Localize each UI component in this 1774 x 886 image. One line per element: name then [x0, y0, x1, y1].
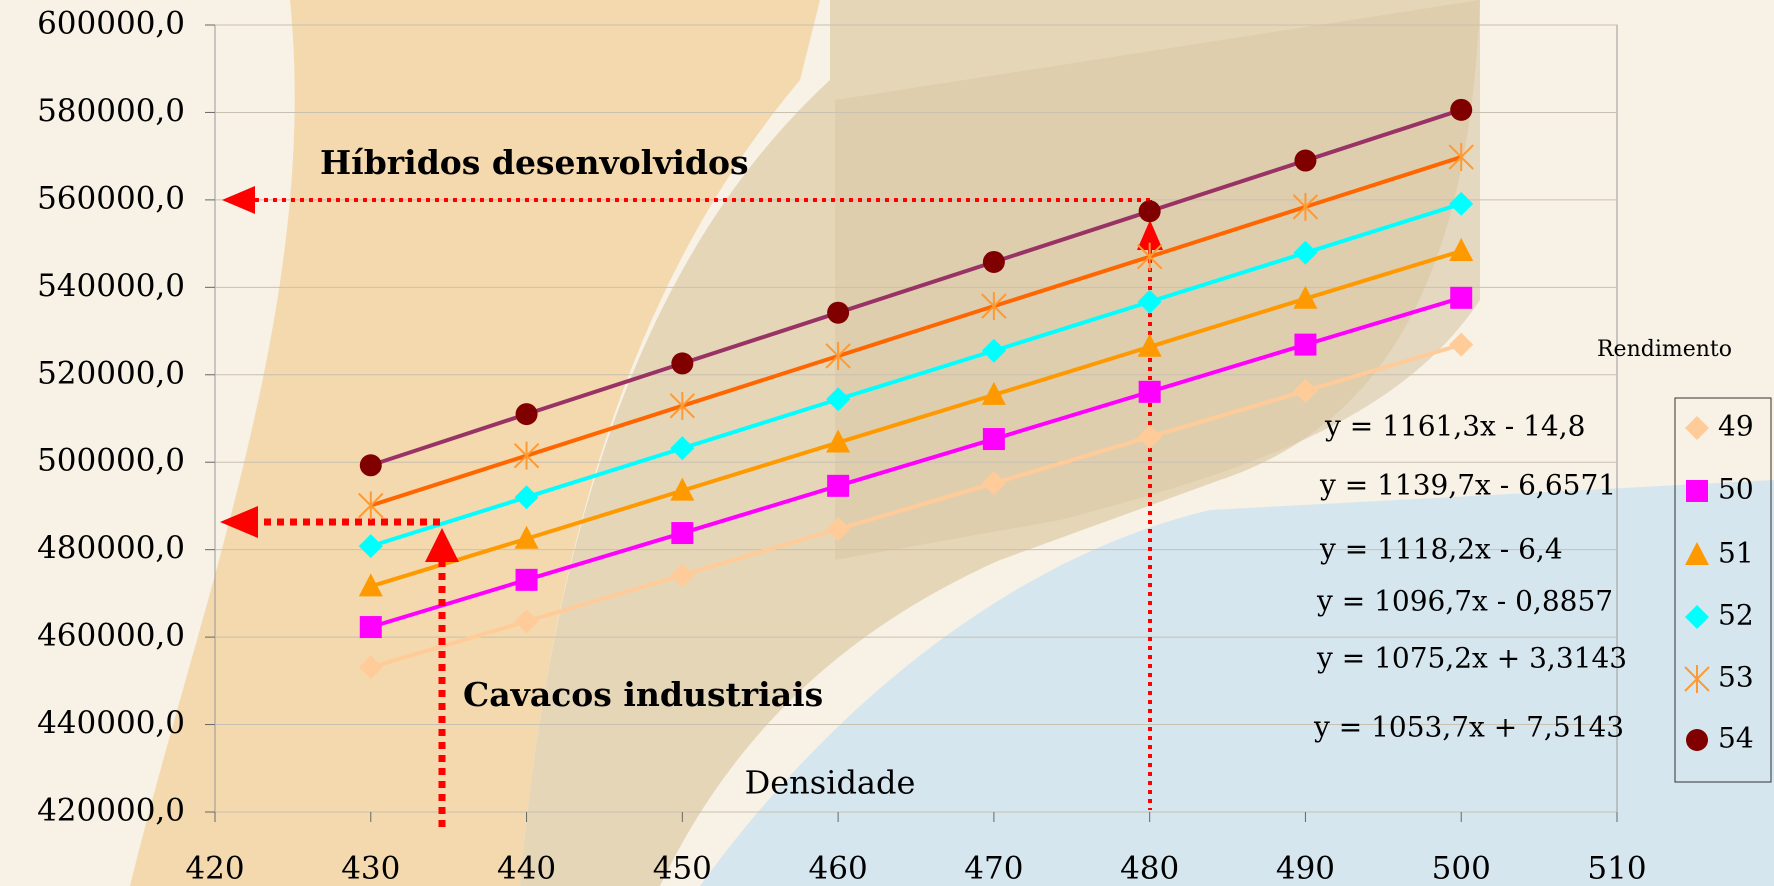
- marker: [516, 569, 538, 591]
- marker: [671, 352, 693, 374]
- marker: [1686, 480, 1708, 502]
- x-tick-label: 490: [1276, 851, 1335, 886]
- legend-label: 53: [1718, 661, 1754, 694]
- marker: [1294, 334, 1316, 356]
- y-tick-label: 420000,0: [37, 793, 185, 829]
- marker: [983, 251, 1005, 273]
- y-tick-label: 460000,0: [37, 618, 185, 654]
- y-tick-label: 560000,0: [37, 180, 185, 216]
- marker: [1686, 729, 1708, 751]
- background: [0, 0, 1774, 886]
- chart: 420000,0 440000,0 460000,0 480000,0 500000,0…: [0, 0, 1774, 886]
- annotation: Cavacos industriais: [463, 675, 823, 714]
- equation: y = 1096,7x - 0,8857: [1316, 585, 1613, 618]
- y-tick-label: 600000,0: [37, 6, 185, 42]
- x-tick-label: 500: [1432, 851, 1491, 886]
- legend-label: 50: [1718, 473, 1754, 506]
- y-tick-label: 480000,0: [37, 530, 185, 566]
- x-tick-label: 480: [1120, 851, 1179, 886]
- marker: [1139, 381, 1161, 403]
- y-tick-label: 540000,0: [37, 268, 185, 304]
- legend-label: 49: [1718, 410, 1754, 443]
- y-tick-label: 500000,0: [37, 443, 185, 479]
- marker: [1139, 200, 1161, 222]
- legend-label: 51: [1718, 537, 1754, 570]
- marker: [360, 454, 382, 476]
- x-tick-label: 430: [341, 851, 400, 886]
- x-tick-label: 420: [185, 851, 244, 886]
- marker: [671, 522, 693, 544]
- marker: [983, 428, 1005, 450]
- equation: y = 1053,7x + 7,5143: [1313, 711, 1624, 744]
- x-tick-label: 460: [809, 851, 868, 886]
- page: {"chart_data": {"type": "line", "x_label…: [0, 0, 1774, 886]
- x-tick-label: 510: [1587, 851, 1646, 886]
- marker: [827, 302, 849, 324]
- marker: [360, 616, 382, 638]
- x-tick-label: 470: [964, 851, 1023, 886]
- y-tick-label: 580000,0: [37, 93, 185, 129]
- legend-label: 52: [1718, 599, 1754, 632]
- y-tick-label: 440000,0: [37, 705, 185, 741]
- marker: [516, 403, 538, 425]
- equation: y = 1139,7x - 6,6571: [1319, 469, 1616, 502]
- equation: y = 1118,2x - 6,4: [1319, 533, 1563, 566]
- marker: [1294, 150, 1316, 172]
- y-tick-label: 520000,0: [37, 355, 185, 391]
- x-tick-label: 450: [653, 851, 712, 886]
- x-axis-label: Densidade: [745, 764, 916, 802]
- marker: [827, 475, 849, 497]
- marker: [1450, 99, 1472, 121]
- marker: [1450, 287, 1472, 309]
- equation: y = 1161,3x - 14,8: [1324, 410, 1585, 443]
- equation: y = 1075,2x + 3,3143: [1316, 642, 1627, 675]
- annotation: Híbridos desenvolvidos: [320, 143, 749, 182]
- x-tick-label: 440: [497, 851, 556, 886]
- legend-label: 54: [1718, 722, 1754, 755]
- legend-title: Rendimento: [1597, 337, 1732, 362]
